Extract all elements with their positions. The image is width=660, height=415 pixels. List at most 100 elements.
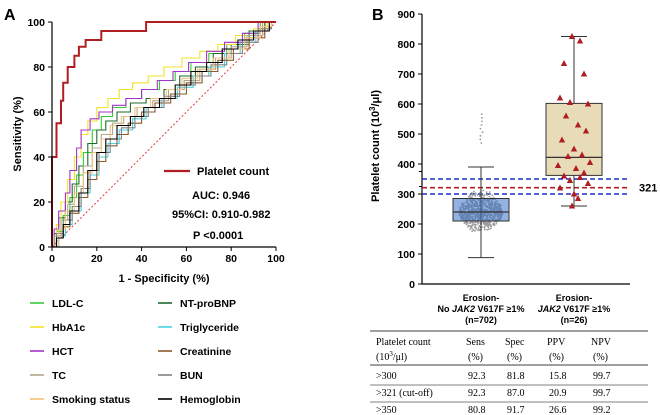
boxplot-chart: 0 100 200 300 400 500 600 700 800 900 321 Platele… xyxy=(368,9,658,325)
box-y-ticks: 0 100 200 300 400 500 600 700 800 900 xyxy=(397,9,422,291)
table-cell: 91.7 xyxy=(507,405,525,415)
group1-point xyxy=(485,224,487,227)
group2-point xyxy=(580,70,588,77)
roc-curve-hct xyxy=(52,21,276,248)
platelet-legend-label: Platelet count xyxy=(197,166,269,178)
legend-label: BUN xyxy=(180,370,203,382)
group2-point xyxy=(582,127,590,134)
box-x-labels: Erosion-No JAK2 V617F ≥1%(n=702)Erosion-… xyxy=(438,293,611,325)
group1-outlier xyxy=(481,131,484,134)
table-cell: 92.3 xyxy=(468,371,486,382)
group1-point xyxy=(469,228,471,231)
group2-point xyxy=(556,94,564,101)
group1-point xyxy=(483,223,486,225)
roc-curve-smoking-status xyxy=(52,21,276,248)
group1-point xyxy=(474,225,477,228)
group1-point xyxy=(474,221,476,224)
roc-y-label: Sensitivity (%) xyxy=(12,96,24,172)
box-y-tick-label: 100 xyxy=(397,249,415,261)
group1-point xyxy=(483,228,486,231)
table-header-unit-end: /μl) xyxy=(393,352,407,363)
group2-point xyxy=(576,37,584,44)
legend-label: HCT xyxy=(52,346,74,358)
legend-label: Triglyceride xyxy=(180,322,239,334)
group1-point xyxy=(475,228,478,230)
group1-point xyxy=(468,194,471,197)
group1-point xyxy=(483,196,485,199)
group1-point xyxy=(482,221,485,224)
group1-outlier xyxy=(480,113,483,116)
group1-point xyxy=(474,192,477,195)
legend-label: NT-proBNP xyxy=(180,298,236,310)
group1-point xyxy=(481,226,483,228)
roc-x-tick-label: 60 xyxy=(181,253,193,265)
group-label-line1: Erosion- xyxy=(463,293,500,303)
table-cell: >350 xyxy=(376,405,397,415)
group1-point xyxy=(467,226,469,228)
box-y-tick-label: 200 xyxy=(397,219,415,231)
group2-point xyxy=(586,159,594,165)
box-y-tick-label: 0 xyxy=(409,279,415,291)
group2-point xyxy=(560,172,568,179)
group1-point xyxy=(473,229,475,232)
roc-curve-hemoglobin xyxy=(52,21,276,248)
table-cell: 99.7 xyxy=(593,388,611,399)
group1-point xyxy=(479,194,481,197)
group1-point xyxy=(473,223,476,226)
group2-point xyxy=(578,151,586,158)
group1-point xyxy=(488,191,491,193)
group2-point xyxy=(566,177,574,183)
group1-point xyxy=(489,193,491,196)
box-groups xyxy=(452,33,603,259)
group-label-line2: JAK2 V617F ≥1% xyxy=(538,304,610,314)
box-y-label: Platelet count (103/μl) xyxy=(368,90,383,202)
roc-curve-hba1c xyxy=(52,21,276,248)
group1-point xyxy=(476,223,479,225)
table-header: PPV xyxy=(547,337,566,348)
group2-point xyxy=(568,33,576,39)
group1-outlier xyxy=(479,127,482,130)
group1-point xyxy=(483,227,486,229)
table-header-unit-main: (%) xyxy=(549,352,564,363)
legend-label: Smoking status xyxy=(52,394,130,406)
group1-point xyxy=(492,222,495,225)
group1-point xyxy=(486,221,488,224)
group1-point xyxy=(476,229,479,231)
group1-outlier xyxy=(480,142,483,144)
group1-outlier xyxy=(481,120,483,123)
cutoff-lines: 321 xyxy=(422,178,657,195)
group1-point xyxy=(490,227,492,230)
table-cell: 26.6 xyxy=(549,405,567,415)
table-cell: 99.2 xyxy=(593,405,611,415)
p-value: P <0.0001 xyxy=(193,230,243,242)
group1-point xyxy=(477,227,480,229)
roc-x-tick-label: 100 xyxy=(267,253,285,265)
group1-point xyxy=(486,228,488,231)
group-label-suffix: V617F ≥1% xyxy=(475,304,524,314)
group-label-gene: JAK2 xyxy=(452,304,475,314)
group2-point xyxy=(584,100,592,107)
group1-point xyxy=(465,222,468,225)
box-y-tick-label: 400 xyxy=(397,159,415,171)
group1-point xyxy=(482,194,484,197)
group2-point xyxy=(574,195,582,201)
auc-value: AUC: 0.946 xyxy=(192,190,250,202)
group1-box xyxy=(452,198,510,222)
legend-label: LDL-C xyxy=(52,298,84,310)
group1-point xyxy=(485,191,488,194)
group2-point xyxy=(564,153,572,159)
group1-point xyxy=(479,192,481,194)
table-header-unit: (%) xyxy=(593,352,608,363)
roc-x-tick-label: 20 xyxy=(91,253,103,265)
group1-point xyxy=(484,221,487,223)
group2-point xyxy=(572,165,580,171)
group1-outlier xyxy=(480,124,483,126)
group2-point xyxy=(570,190,578,197)
roc-y-tick-label: 60 xyxy=(33,107,45,119)
group2-point xyxy=(560,60,568,66)
group1-point xyxy=(488,223,491,226)
table-header-unit-main: (%) xyxy=(593,352,608,363)
roc-y-tick-label: 80 xyxy=(33,62,45,74)
group-label-n: (n=702) xyxy=(465,315,497,325)
roc-x-ticks: 0 20 40 60 80 100 xyxy=(49,247,285,265)
